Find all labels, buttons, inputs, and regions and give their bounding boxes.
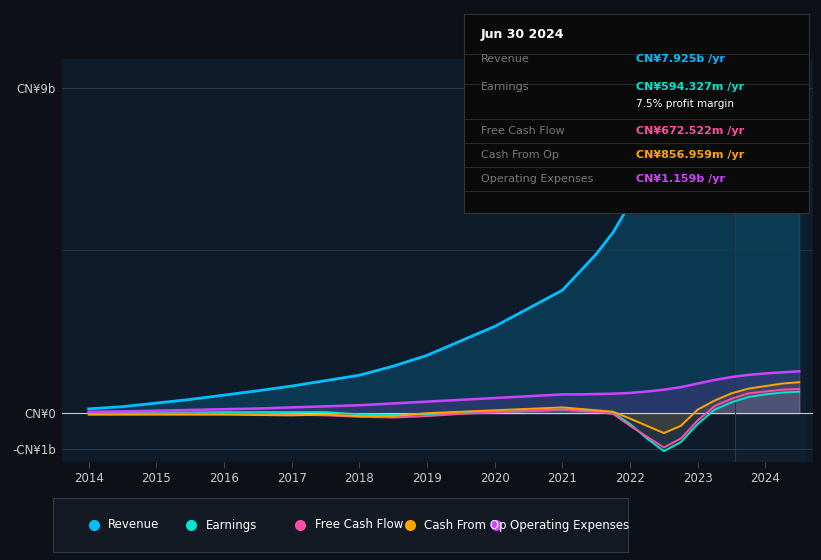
Text: Operating Expenses: Operating Expenses (481, 174, 594, 184)
Text: CN¥1.159b /yr: CN¥1.159b /yr (636, 174, 725, 184)
Text: Operating Expenses: Operating Expenses (511, 519, 630, 531)
Text: Jun 30 2024: Jun 30 2024 (481, 28, 565, 41)
Text: CN¥7.925b /yr: CN¥7.925b /yr (636, 54, 725, 64)
Bar (735, 59, 806, 462)
Text: Cash From Op: Cash From Op (424, 519, 507, 531)
Text: Free Cash Flow: Free Cash Flow (314, 519, 403, 531)
Text: Revenue: Revenue (481, 54, 530, 64)
Text: Cash From Op: Cash From Op (481, 150, 559, 160)
Text: Revenue: Revenue (108, 519, 159, 531)
Text: 7.5% profit margin: 7.5% profit margin (636, 100, 734, 109)
Text: CN¥672.522m /yr: CN¥672.522m /yr (636, 127, 745, 136)
Text: CN¥856.959m /yr: CN¥856.959m /yr (636, 150, 745, 160)
Text: CN¥594.327m /yr: CN¥594.327m /yr (636, 82, 745, 92)
Text: Earnings: Earnings (481, 82, 530, 92)
Text: Earnings: Earnings (206, 519, 257, 531)
Text: Free Cash Flow: Free Cash Flow (481, 127, 565, 136)
